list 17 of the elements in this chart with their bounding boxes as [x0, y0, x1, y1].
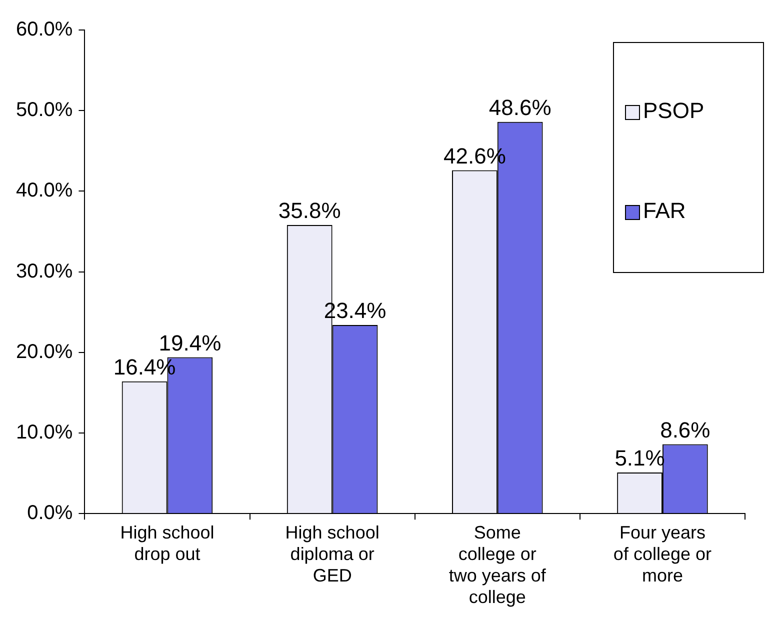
y-tick-label: 40.0% — [16, 180, 73, 202]
data-label: 35.8% — [278, 198, 341, 224]
x-tick-label: Four years of college or more — [613, 522, 712, 586]
y-tick-label: 10.0% — [16, 422, 73, 444]
y-tick-label: 30.0% — [16, 260, 73, 282]
y-tick-label: 0.0% — [27, 502, 73, 524]
y-tick-label: 60.0% — [16, 18, 73, 41]
y-tick-label: 50.0% — [16, 99, 73, 122]
x-tick-label: Some college or two years of college — [448, 522, 547, 608]
x-tick-label: High school drop out — [120, 522, 214, 564]
legend-label: FAR — [643, 198, 686, 224]
data-label: 48.6% — [488, 94, 552, 120]
data-label: 19.4% — [158, 330, 222, 356]
data-label: 8.6% — [660, 417, 710, 442]
y-tick-label: 20.0% — [16, 340, 73, 363]
legend-label: PSOP — [643, 98, 704, 124]
x-tick-label: High school diploma or GED — [285, 522, 380, 586]
